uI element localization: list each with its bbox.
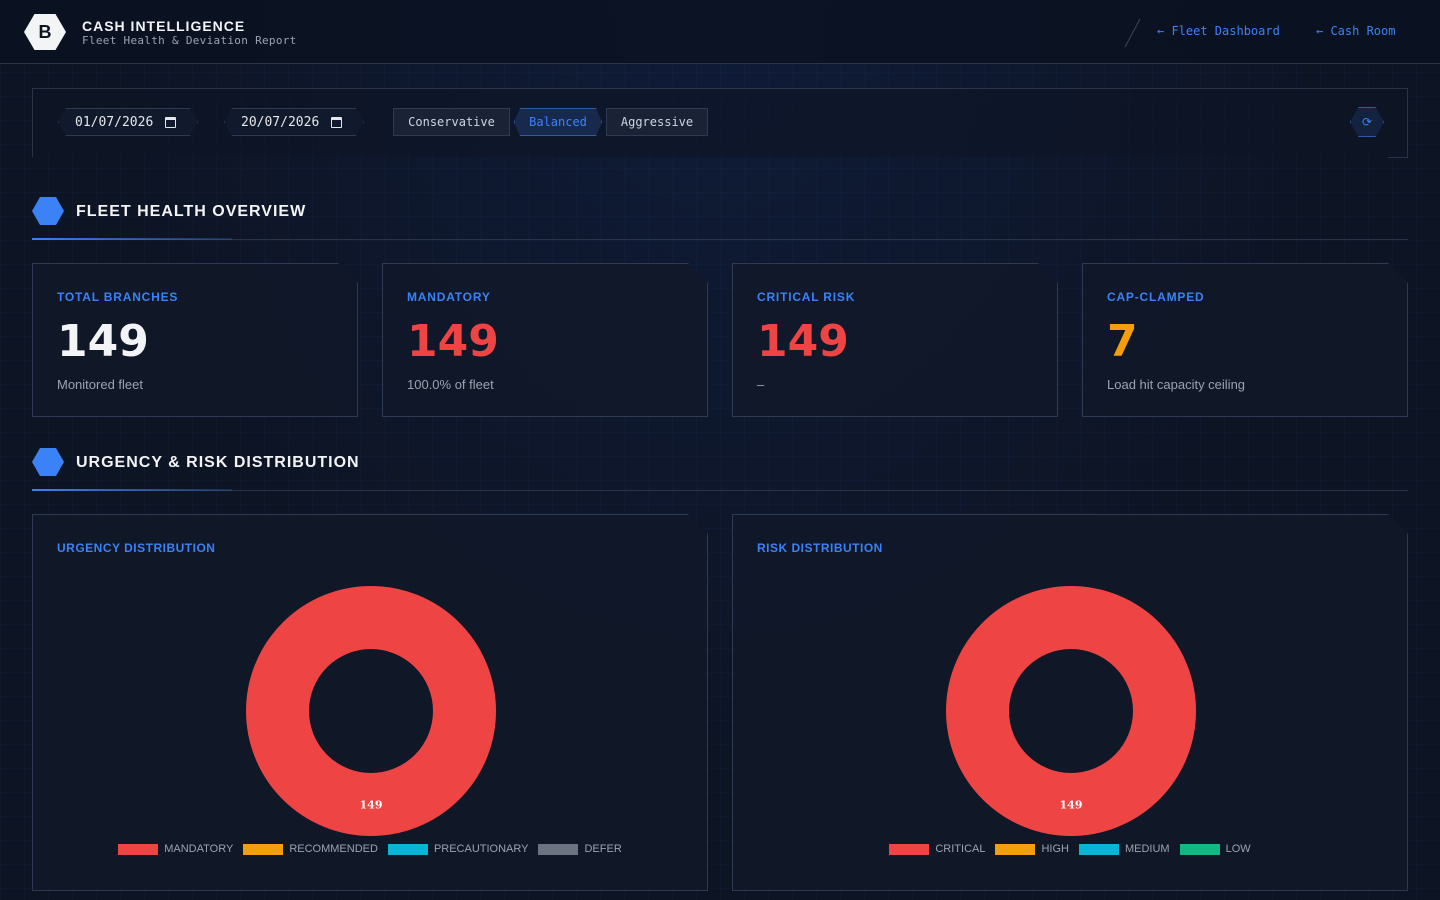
- risk-legend: CRITICAL HIGH MEDIUM LOW: [733, 843, 1407, 855]
- section-title: URGENCY & RISK DISTRIBUTION: [76, 454, 360, 471]
- section-divider: [32, 490, 1408, 491]
- legend-label: DEFER: [584, 843, 622, 855]
- mode-aggressive-button[interactable]: Aggressive: [606, 108, 708, 136]
- kpi-label: MANDATORY: [407, 290, 491, 304]
- urgency-donut-chart: 149: [33, 515, 709, 892]
- kpi-card-mandatory: MANDATORY 149 100.0% of fleet: [382, 263, 708, 417]
- legend-swatch: [538, 844, 578, 855]
- kpi-label: CAP-CLAMPED: [1107, 290, 1205, 304]
- donut-slice-mandatory: [278, 618, 465, 805]
- section-title: FLEET HEALTH OVERVIEW: [76, 203, 307, 220]
- app-header: B CASH INTELLIGENCE Fleet Health & Devia…: [0, 0, 1440, 64]
- legend-label: RECOMMENDED: [289, 843, 378, 855]
- mode-balanced-button[interactable]: Balanced: [514, 108, 602, 136]
- legend-item-high[interactable]: HIGH: [995, 843, 1069, 855]
- kpi-label: CRITICAL RISK: [757, 290, 856, 304]
- legend-swatch: [889, 844, 929, 855]
- legend-swatch: [995, 844, 1035, 855]
- kpi-card-total-branches: TOTAL BRANCHES 149 Monitored fleet: [32, 263, 358, 417]
- risk-distribution-panel: RISK DISTRIBUTION 149 CRITICAL HIGH MEDIUM…: [732, 514, 1408, 891]
- kpi-value: 149: [757, 316, 849, 367]
- legend-item-mandatory[interactable]: MANDATORY: [118, 843, 233, 855]
- legend-label: HIGH: [1041, 843, 1069, 855]
- kpi-subtext: Monitored fleet: [57, 377, 143, 392]
- chart-title: URGENCY DISTRIBUTION: [57, 541, 216, 555]
- distribution-section-header: URGENCY & RISK DISTRIBUTION: [32, 448, 1408, 492]
- legend-item-recommended[interactable]: RECOMMENDED: [243, 843, 378, 855]
- legend-label: LOW: [1225, 843, 1251, 855]
- urgency-distribution-panel: URGENCY DISTRIBUTION 149 MANDATORY RECOMM…: [32, 514, 708, 891]
- section-divider: [32, 239, 1408, 240]
- header-divider: [1124, 18, 1141, 48]
- filter-controls: 01/07/2026 20/07/2026 Conservative Balan…: [32, 88, 1408, 158]
- legend-label: PRECAUTIONARY: [433, 843, 529, 855]
- legend-item-precautionary[interactable]: PRECAUTIONARY: [388, 843, 529, 855]
- legend-swatch: [1079, 844, 1119, 855]
- risk-donut-chart: 149: [733, 515, 1409, 892]
- app-subtitle: Fleet Health & Deviation Report: [82, 34, 297, 47]
- calendar-icon[interactable]: [165, 117, 176, 128]
- kpi-subtext: –: [757, 377, 765, 392]
- brand-logo: B: [24, 14, 66, 50]
- legend-label: MEDIUM: [1124, 843, 1170, 855]
- cash-room-link[interactable]: ← Cash Room: [1316, 24, 1396, 38]
- fleet-dashboard-link[interactable]: ← Fleet Dashboard: [1157, 24, 1280, 38]
- legend-swatch: [243, 844, 283, 855]
- legend-swatch: [388, 844, 428, 855]
- urgency-legend: MANDATORY RECOMMENDED PRECAUTIONARY DEFER: [33, 843, 707, 855]
- slice-value-label: 149: [360, 799, 383, 812]
- end-date-value: 20/07/2026: [241, 114, 320, 130]
- chart-title: RISK DISTRIBUTION: [757, 541, 883, 555]
- kpi-label: TOTAL BRANCHES: [57, 290, 179, 304]
- kpi-value: 149: [407, 316, 499, 367]
- start-date-input[interactable]: 01/07/2026: [58, 108, 198, 136]
- kpi-subtext: Load hit capacity ceiling: [1107, 377, 1246, 392]
- legend-swatch: [1180, 844, 1220, 855]
- mode-conservative-button[interactable]: Conservative: [393, 108, 510, 136]
- app-title: CASH INTELLIGENCE: [82, 18, 246, 34]
- legend-item-critical[interactable]: CRITICAL: [889, 843, 985, 855]
- donut-slice-critical: [978, 618, 1165, 805]
- legend-item-defer[interactable]: DEFER: [538, 843, 621, 855]
- section-accent: [32, 489, 232, 491]
- kpi-card-critical-risk: CRITICAL RISK 149 –: [732, 263, 1058, 417]
- start-date-value: 01/07/2026: [75, 114, 154, 130]
- kpi-value: 149: [57, 316, 149, 367]
- legend-label: CRITICAL: [935, 843, 986, 855]
- refresh-button[interactable]: ⟳: [1350, 107, 1384, 137]
- legend-label: MANDATORY: [164, 843, 234, 855]
- kpi-card-cap-clamped: CAP-CLAMPED 7 Load hit capacity ceiling: [1082, 263, 1408, 417]
- fleet-health-section-header: FLEET HEALTH OVERVIEW: [32, 197, 1408, 241]
- hexagon-icon: [32, 448, 64, 476]
- legend-swatch: [118, 844, 158, 855]
- hexagon-icon: [32, 197, 64, 225]
- calendar-icon[interactable]: [331, 117, 342, 128]
- section-accent: [32, 238, 232, 240]
- kpi-value: 7: [1107, 316, 1138, 367]
- slice-value-label: 149: [1060, 799, 1083, 812]
- end-date-input[interactable]: 20/07/2026: [224, 108, 364, 136]
- legend-item-low[interactable]: LOW: [1180, 843, 1251, 855]
- kpi-subtext: 100.0% of fleet: [407, 377, 494, 392]
- legend-item-medium[interactable]: MEDIUM: [1079, 843, 1170, 855]
- refresh-icon: ⟳: [1361, 115, 1373, 129]
